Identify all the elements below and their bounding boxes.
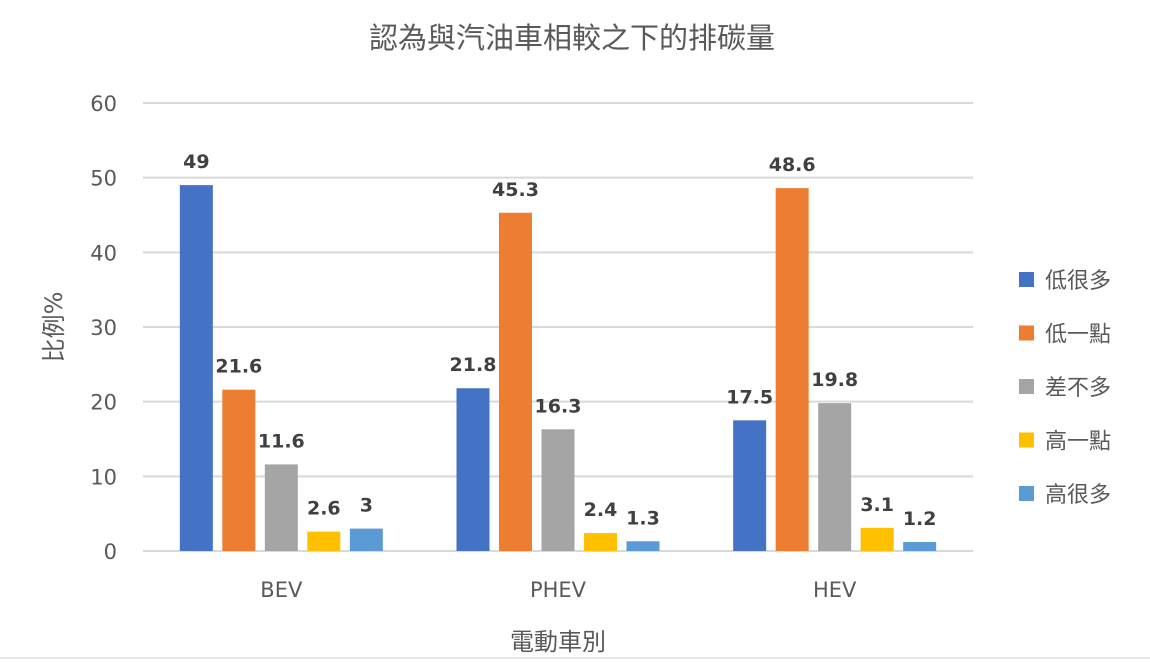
data-label: 21.6 [215, 356, 262, 378]
data-label: 11.6 [258, 430, 305, 452]
bar [264, 464, 298, 551]
legend-label: 差不多 [1045, 376, 1111, 401]
legend-swatch [1019, 379, 1034, 394]
bar [860, 527, 894, 551]
legend-label: 低很多 [1045, 269, 1111, 294]
legend-swatch [1019, 432, 1034, 448]
y-axis-label: 比例% [40, 292, 68, 363]
data-label: 2.4 [584, 499, 618, 521]
data-label: 48.6 [769, 154, 816, 176]
bar [179, 185, 213, 551]
y-tick-label: 10 [90, 465, 117, 489]
legend-swatch [1019, 272, 1034, 287]
legend-swatch [1019, 325, 1034, 341]
data-label: 16.3 [535, 395, 582, 417]
chart-title: 認為與汽油車相較之下的排碳量 [369, 21, 775, 55]
bar [222, 389, 256, 551]
bar [499, 212, 532, 551]
data-label: 19.8 [811, 369, 858, 391]
bar [349, 528, 383, 551]
data-label: 17.5 [726, 386, 773, 408]
bar [818, 403, 852, 551]
x-axis-ticks: BEV PHEV HEV [260, 578, 857, 602]
data-label: 1.3 [626, 507, 660, 529]
data-label: 1.2 [903, 508, 937, 530]
legend-swatch [1019, 486, 1034, 501]
bar [541, 429, 575, 551]
y-tick-label: 50 [90, 167, 117, 191]
bar [775, 188, 809, 551]
bar [733, 420, 767, 551]
legend-label: 高一點 [1045, 430, 1111, 455]
x-tick-label: BEV [260, 578, 303, 602]
data-label: 49 [183, 151, 209, 173]
bar [584, 533, 617, 551]
bars: 49 21.6 11.6 2.6 3 21.8 45.3 16.3 2.4 1.3 17.5 48.6… [179, 151, 937, 551]
bar [307, 531, 341, 551]
data-label: 21.8 [450, 354, 497, 376]
bar [456, 388, 490, 551]
data-label: 45.3 [492, 179, 539, 201]
y-axis-ticks: 0 10 20 30 40 50 60 [90, 92, 117, 564]
data-label: 2.6 [307, 498, 341, 520]
x-tick-label: HEV [813, 578, 857, 602]
legend-label: 低一點 [1045, 323, 1111, 348]
legend-label: 高很多 [1045, 483, 1111, 508]
y-tick-label: 0 [104, 540, 117, 564]
y-tick-label: 20 [90, 391, 117, 415]
bar [903, 542, 937, 551]
y-tick-label: 60 [90, 92, 117, 116]
y-tick-label: 40 [90, 241, 117, 265]
bar [626, 541, 660, 551]
y-tick-label: 30 [90, 316, 117, 340]
x-tick-label: PHEV [530, 578, 587, 602]
data-label: 3 [360, 495, 373, 517]
data-label: 3.1 [860, 494, 894, 516]
x-axis-label: 電動車別 [510, 628, 606, 656]
